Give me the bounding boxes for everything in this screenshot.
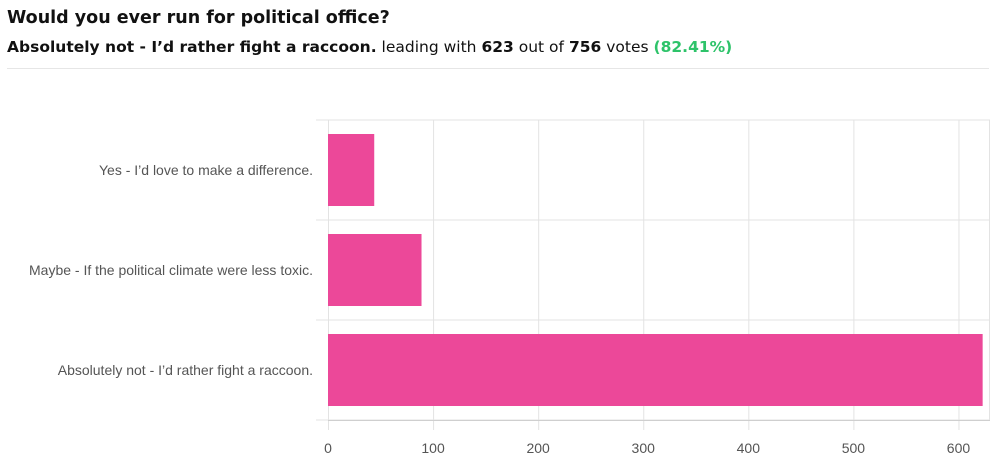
total-votes: 756	[568, 38, 602, 56]
x-tick-label: 400	[737, 440, 761, 456]
x-tick-label: 200	[526, 440, 550, 456]
category-label: Yes - I’d love to make a difference.	[99, 162, 313, 178]
header-divider	[7, 68, 989, 69]
bar	[328, 234, 422, 306]
x-tick-label: 0	[324, 440, 332, 456]
leader-votes: 623	[481, 38, 514, 56]
poll-question: Would you ever run for political office?	[7, 8, 390, 28]
category-label: Absolutely not - I’d rather fight a racc…	[58, 362, 313, 378]
bar	[328, 134, 375, 206]
leader-label: Absolutely not - I’d rather fight a racc…	[7, 38, 377, 56]
x-tick-label: 500	[842, 440, 866, 456]
bar	[328, 334, 983, 406]
x-tick-label: 300	[632, 440, 656, 456]
leader-percent: (82.41%)	[653, 38, 733, 56]
leading-with-text: leading with	[381, 38, 477, 56]
category-label: Maybe - If the political climate were le…	[29, 262, 313, 278]
poll-summary: Absolutely not - I’d rather fight a racc…	[7, 36, 989, 58]
votes-text: votes	[606, 38, 649, 56]
x-tick-label: 100	[421, 440, 445, 456]
x-tick-label: 600	[947, 440, 971, 456]
out-of-text: out of	[518, 38, 564, 56]
poll-header: Would you ever run for political office?…	[7, 6, 989, 58]
